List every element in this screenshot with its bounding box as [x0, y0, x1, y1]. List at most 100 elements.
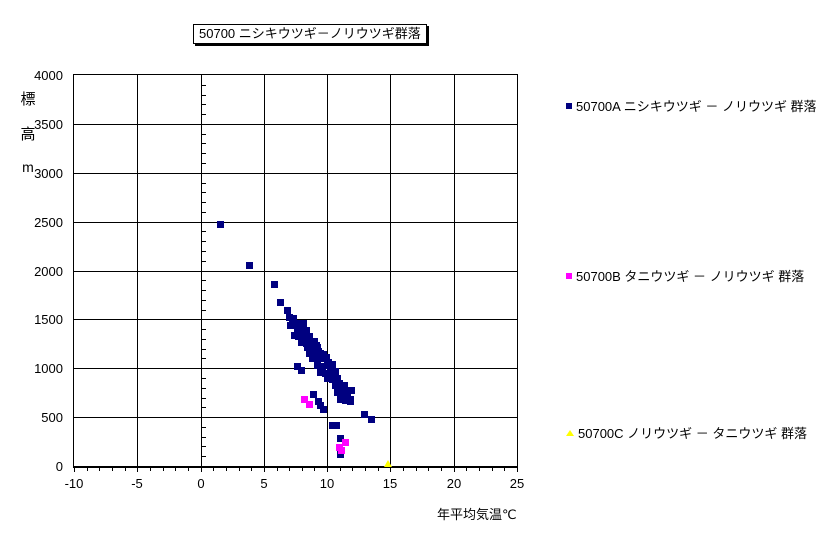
- data-point-series-0: [298, 367, 305, 374]
- y-minor-tick: [202, 104, 206, 105]
- x-minor-tick: [302, 468, 303, 471]
- y-minor-tick: [202, 398, 206, 399]
- data-point-series-0: [315, 348, 322, 355]
- y-minor-tick: [202, 153, 206, 154]
- x-minor-tick: [314, 468, 315, 471]
- y-minor-tick: [202, 290, 206, 291]
- x-major-tick: [454, 468, 455, 472]
- data-point-series-0: [309, 355, 316, 362]
- data-point-series-0: [368, 416, 375, 423]
- y-minor-tick: [202, 310, 206, 311]
- data-point-series-0: [361, 411, 368, 418]
- data-point-series-0: [319, 355, 326, 362]
- data-point-series-0: [317, 402, 324, 409]
- data-point-series-0: [315, 398, 322, 405]
- vertical-gridline: [390, 75, 391, 466]
- data-point-series-0: [311, 338, 318, 345]
- y-minor-tick: [202, 212, 206, 213]
- x-minor-tick: [492, 468, 493, 471]
- data-point-series-0: [303, 327, 310, 334]
- x-minor-tick: [441, 468, 442, 471]
- legend-item-50700A: 50700A ニシキウツギ － ノリウツギ 群落: [566, 96, 816, 115]
- x-minor-tick: [112, 468, 113, 471]
- vertical-gridline: [264, 75, 265, 466]
- data-point-series-0: [347, 398, 354, 405]
- x-minor-tick: [479, 468, 480, 471]
- data-point-series-1: [306, 401, 313, 408]
- x-minor-tick: [428, 468, 429, 471]
- data-point-series-0: [286, 314, 293, 321]
- data-point-series-0: [294, 363, 301, 370]
- x-minor-tick: [340, 468, 341, 471]
- y-tick-label: 3000: [34, 166, 63, 181]
- y-minor-tick: [202, 378, 206, 379]
- vertical-gridline: [454, 75, 455, 466]
- vertical-gridline: [137, 75, 138, 466]
- x-tick-label: 0: [197, 476, 205, 491]
- y-minor-tick: [202, 437, 206, 438]
- data-point-series-0: [313, 342, 320, 349]
- data-point-series-0: [246, 262, 253, 269]
- y-tick-label: 0: [55, 459, 63, 474]
- y-minor-tick: [202, 358, 206, 359]
- data-point-series-0: [339, 390, 346, 397]
- legend-label: 50700A ニシキウツギ － ノリウツギ 群落: [576, 99, 816, 114]
- x-major-tick: [327, 468, 328, 472]
- x-major-tick: [517, 468, 518, 472]
- y-minor-tick: [202, 251, 206, 252]
- data-point-series-0: [328, 365, 335, 372]
- y-minor-tick: [202, 388, 206, 389]
- data-point-series-0: [298, 339, 305, 346]
- horizontal-gridline: [74, 222, 517, 223]
- data-point-series-0: [323, 354, 330, 361]
- x-major-tick: [390, 468, 391, 472]
- y-minor-tick: [202, 231, 206, 232]
- plot-area: [73, 74, 518, 472]
- data-point-series-0: [324, 375, 331, 382]
- data-point-series-0: [337, 451, 344, 458]
- y-minor-tick: [202, 339, 206, 340]
- x-tick-label: 20: [446, 476, 462, 491]
- x-tick-label: -10: [64, 476, 84, 491]
- legend-marker-square-navy: [566, 102, 572, 109]
- x-minor-tick: [365, 468, 366, 471]
- y-minor-tick: [202, 456, 206, 457]
- x-minor-tick: [239, 468, 240, 471]
- data-point-series-0: [306, 350, 313, 357]
- plot-border: [73, 74, 518, 468]
- x-major-tick: [74, 468, 75, 472]
- y-minor-tick: [202, 241, 206, 242]
- data-point-series-0: [348, 387, 355, 394]
- data-point-series-0: [337, 435, 344, 442]
- data-point-series-0: [329, 376, 336, 383]
- data-point-series-0: [336, 380, 343, 387]
- y-tick-label: 4000: [34, 68, 63, 83]
- data-point-series-0: [301, 333, 308, 340]
- x-major-tick: [137, 468, 138, 472]
- legend-marker-triangle-yellow: [566, 429, 574, 436]
- y-minor-tick: [202, 446, 206, 447]
- data-point-series-0: [334, 389, 341, 396]
- y-minor-tick: [202, 114, 206, 115]
- y-tick-label: 1500: [34, 312, 63, 327]
- data-point-series-0: [296, 322, 303, 329]
- data-point-series-0: [287, 322, 294, 329]
- data-point-series-0: [343, 393, 350, 400]
- x-minor-tick: [99, 468, 100, 471]
- x-minor-tick: [403, 468, 404, 471]
- y-tick-label: 3500: [34, 117, 63, 132]
- y-minor-tick: [202, 183, 206, 184]
- data-point-series-0: [303, 340, 310, 347]
- y-minor-tick: [202, 95, 206, 96]
- data-point-series-0: [295, 333, 302, 340]
- x-minor-tick: [125, 468, 126, 471]
- data-point-series-0: [337, 396, 344, 403]
- legend-item-50700B: 50700B タニウツギ － ノリウツギ 群落: [566, 266, 804, 285]
- y-tick-label: 2500: [34, 215, 63, 230]
- y-minor-tick: [202, 280, 206, 281]
- y-minor-tick: [202, 163, 206, 164]
- x-minor-tick: [150, 468, 151, 471]
- data-point-series-0: [325, 359, 332, 366]
- data-point-series-0: [284, 307, 291, 314]
- y-tick-label: 2000: [34, 264, 63, 279]
